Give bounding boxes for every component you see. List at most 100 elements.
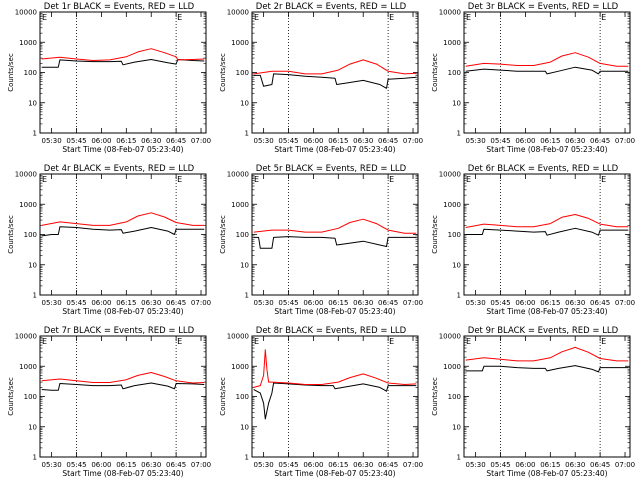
x-axis-label: Start Time (08-Feb-07 05:23:40) (62, 469, 183, 478)
y-tick-label: 100 (448, 393, 461, 401)
corner-marker-left: E (466, 175, 471, 184)
y-tick-label: 10000 (15, 333, 37, 341)
x-tick-label: 05:30 (42, 461, 62, 469)
lld-rate-line (41, 48, 205, 61)
y-tick-label: 1 (457, 454, 461, 462)
chart-panel: Det 4r BLACK = Events, RED = LLD Start Ti… (7, 164, 211, 316)
y-tick-label: 10 (28, 99, 37, 107)
chart-title: Det 5r BLACK = Events, RED = LLD (256, 164, 407, 174)
x-axis-label: Start Time (08-Feb-07 05:23:40) (274, 469, 395, 478)
y-tick-label: 10 (452, 99, 461, 107)
chart-title: Det 6r BLACK = Events, RED = LLD (468, 164, 619, 174)
x-tick-label: 05:30 (466, 461, 486, 469)
plot-frame (39, 173, 207, 296)
y-tick-label: 10 (240, 423, 249, 431)
x-tick-label: 06:45 (166, 461, 186, 469)
x-tick-label: 06:45 (590, 299, 610, 307)
x-tick-label: 06:00 (515, 299, 535, 307)
x-tick-label: 07:00 (403, 299, 423, 307)
x-tick-label: 07:00 (615, 299, 635, 307)
corner-marker-left: E (42, 337, 47, 346)
x-tick-label: 06:00 (515, 461, 535, 469)
y-tick-label: 1 (245, 130, 249, 138)
y-tick-label: 10000 (227, 171, 249, 179)
y-tick-label: 1000 (443, 201, 461, 209)
events-rate-line (253, 236, 417, 249)
y-tick-label: 1000 (231, 201, 249, 209)
x-tick-label: 06:45 (378, 461, 398, 469)
y-tick-label: 10000 (439, 171, 461, 179)
corner-marker-left: E (254, 13, 259, 22)
x-tick-label: 06:00 (91, 299, 111, 307)
corner-marker-right: E (389, 337, 394, 346)
y-tick-label: 1000 (19, 363, 37, 371)
x-tick-label: 05:45 (66, 299, 86, 307)
chart-title: Det 8r BLACK = Events, RED = LLD (256, 326, 407, 336)
x-tick-label: 05:45 (278, 137, 298, 145)
plot-frame (251, 335, 419, 458)
y-tick-label: 100 (236, 69, 249, 77)
y-tick-label: 10 (452, 261, 461, 269)
x-tick-label: 05:45 (66, 137, 86, 145)
y-tick-label: 1000 (443, 39, 461, 47)
y-tick-label: 1 (457, 130, 461, 138)
y-tick-label: 1000 (443, 363, 461, 371)
y-tick-label: 1000 (19, 201, 37, 209)
x-tick-label: 05:45 (278, 461, 298, 469)
x-tick-label: 05:45 (66, 461, 86, 469)
x-axis-label: Start Time (08-Feb-07 05:23:40) (62, 307, 183, 316)
chart-panel: Det 7r BLACK = Events, RED = LLD Start Ti… (7, 326, 211, 478)
chart-panel: Det 8r BLACK = Events, RED = LLD Start Ti… (219, 326, 423, 478)
corner-marker-right: E (177, 13, 182, 22)
y-tick-label: 10000 (227, 9, 249, 17)
lld-rate-line (465, 52, 629, 67)
y-axis-label: Counts/sec (219, 215, 227, 254)
x-tick-label: 05:30 (42, 299, 62, 307)
corner-marker-right: E (389, 13, 394, 22)
x-tick-label: 07:00 (191, 299, 211, 307)
corner-marker-right: E (389, 175, 394, 184)
x-tick-label: 06:30 (141, 299, 161, 307)
x-tick-label: 06:45 (378, 137, 398, 145)
y-tick-label: 10000 (439, 9, 461, 17)
x-tick-label: 06:00 (303, 137, 323, 145)
corner-marker-left: E (466, 337, 471, 346)
y-tick-label: 10000 (227, 333, 249, 341)
x-axis-label: Start Time (08-Feb-07 05:23:40) (486, 469, 607, 478)
events-rate-line (465, 227, 629, 236)
events-rate-line (41, 226, 205, 237)
x-tick-label: 05:30 (254, 461, 274, 469)
lld-rate-line (253, 218, 417, 234)
y-tick-label: 100 (24, 393, 37, 401)
x-tick-label: 05:45 (490, 299, 510, 307)
events-rate-line (465, 365, 629, 373)
y-tick-label: 10 (28, 423, 37, 431)
x-tick-label: 05:30 (42, 137, 62, 145)
plot-frame (251, 173, 419, 296)
y-axis-label: Counts/sec (219, 377, 227, 416)
x-tick-label: 06:00 (91, 461, 111, 469)
x-tick-label: 06:15 (328, 137, 348, 145)
y-tick-label: 10 (240, 99, 249, 107)
x-tick-label: 06:30 (565, 461, 585, 469)
corner-marker-right: E (601, 13, 606, 22)
x-tick-label: 06:15 (116, 461, 136, 469)
lld-rate-line (253, 59, 417, 75)
x-tick-label: 06:15 (116, 299, 136, 307)
x-axis-label: Start Time (08-Feb-07 05:23:40) (274, 145, 395, 154)
x-tick-label: 06:30 (353, 137, 373, 145)
x-tick-label: 06:00 (303, 461, 323, 469)
y-tick-label: 100 (24, 69, 37, 77)
events-rate-line (253, 382, 417, 420)
x-tick-label: 06:30 (565, 299, 585, 307)
y-tick-label: 100 (448, 231, 461, 239)
lld-rate-line (41, 212, 205, 226)
y-axis-label: Counts/sec (7, 377, 15, 416)
events-rate-line (41, 382, 205, 391)
chart-title: Det 2r BLACK = Events, RED = LLD (256, 2, 407, 12)
x-tick-label: 05:45 (490, 461, 510, 469)
y-tick-label: 1 (245, 454, 249, 462)
corner-marker-left: E (254, 337, 259, 346)
x-tick-label: 07:00 (191, 137, 211, 145)
chart-panel: Det 2r BLACK = Events, RED = LLD Start Ti… (219, 2, 423, 154)
